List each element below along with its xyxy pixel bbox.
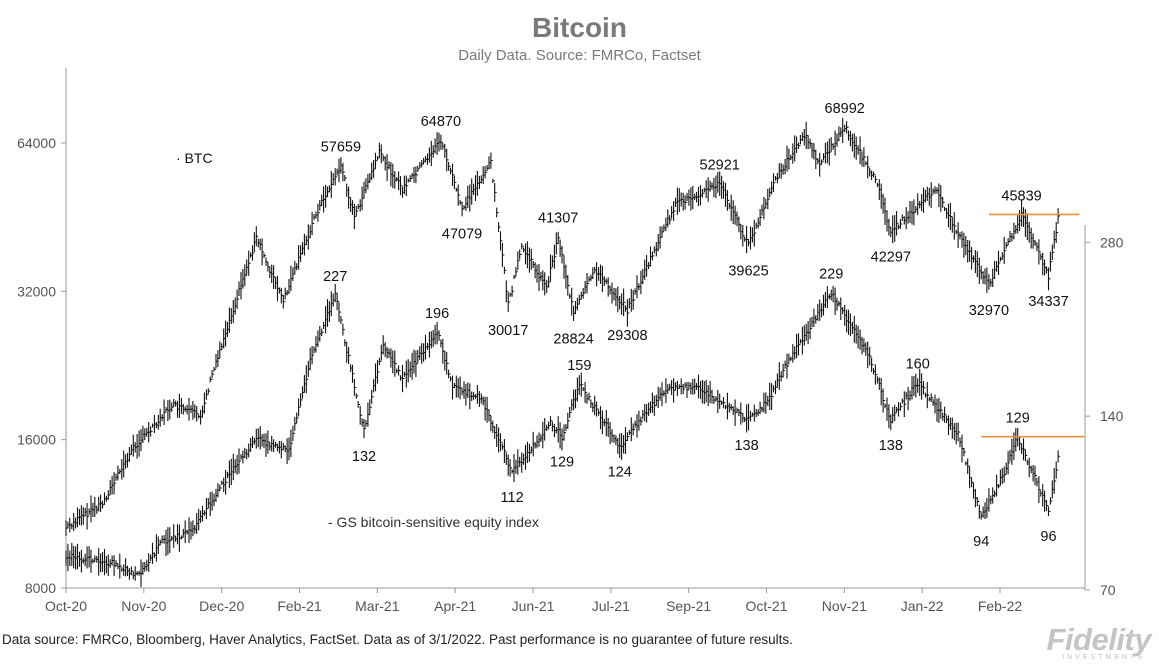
left-axis-tick-label: 16000 bbox=[17, 432, 56, 448]
btc-annotation-label: 52921 bbox=[700, 158, 740, 174]
x-axis-tick-label: Feb-21 bbox=[277, 598, 322, 614]
x-axis-tick-label: Apr-21 bbox=[434, 598, 476, 614]
btc-annotation-label: 28824 bbox=[553, 332, 593, 348]
btc-annotation-label: 41307 bbox=[538, 211, 578, 227]
chart-subtitle: Daily Data. Source: FMRCo, Factset bbox=[458, 47, 701, 64]
x-axis-tick-label: Nov-20 bbox=[121, 598, 166, 614]
btc-annotation-label: 29308 bbox=[607, 328, 647, 344]
btc-annotation-label: 47079 bbox=[442, 227, 482, 243]
btc-annotation-label: 64870 bbox=[421, 114, 461, 130]
left-axis-tick-label: 32000 bbox=[17, 283, 56, 299]
right-axis-tick-label: 70 bbox=[1100, 582, 1116, 598]
btc-annotation-label: 39625 bbox=[728, 264, 768, 280]
x-axis-tick-label: Jan-22 bbox=[901, 598, 944, 614]
fidelity-logo: Fidelity bbox=[1046, 622, 1151, 657]
x-axis-tick-label: Oct-21 bbox=[745, 598, 787, 614]
gs-index-annotation-label: 96 bbox=[1040, 529, 1056, 545]
btc-annotation-label: 34337 bbox=[1028, 294, 1068, 310]
gs-index-annotation-label: 196 bbox=[425, 306, 449, 322]
left-axis-tick-label: 8000 bbox=[25, 580, 56, 596]
right-axis-tick-label: 140 bbox=[1100, 408, 1124, 424]
gs-index-annotation-label: 138 bbox=[734, 438, 758, 454]
btc-legend-label: · BTC bbox=[176, 150, 213, 166]
gs-index-annotation-label: 129 bbox=[550, 455, 574, 471]
gs-index-annotation-label: 227 bbox=[323, 269, 347, 285]
right-axis-tick-label: 280 bbox=[1100, 234, 1124, 250]
bitcoin-chart: 8000 16000 32000 64000 70 140 280 Oct-20 Nov-20 D… bbox=[17, 68, 1124, 614]
btc-annotation-label: 42297 bbox=[871, 250, 911, 266]
btc-annotation-label: 30017 bbox=[488, 323, 528, 339]
gs-index-annotation-label: 229 bbox=[819, 267, 843, 283]
gs-index-annotation-label: 160 bbox=[906, 357, 930, 373]
x-axis-tick-label: Oct-20 bbox=[45, 598, 87, 614]
gs-index-annotation-label: 129 bbox=[1006, 411, 1030, 427]
x-axis-tick-label: Feb-22 bbox=[978, 598, 1023, 614]
btc-annotation-label: 32970 bbox=[969, 303, 1009, 319]
fidelity-logo-subtitle: INVESTMENTS bbox=[1062, 654, 1145, 661]
btc-annotation-label: 45839 bbox=[1001, 188, 1041, 204]
gs-index-annotation-label: 112 bbox=[501, 490, 524, 506]
x-axis-tick-label: Jun-21 bbox=[512, 598, 555, 614]
btc-annotation-label: 68992 bbox=[825, 101, 865, 117]
x-axis-tick-label: Nov-21 bbox=[822, 598, 867, 614]
footer-source-note: Data source: FMRCo, Bloomberg, Haver Ana… bbox=[2, 632, 793, 647]
x-axis-tick-label: Sep-21 bbox=[666, 598, 711, 614]
chart-title: Bitcoin bbox=[532, 12, 627, 43]
gs-index-annotation-label: 138 bbox=[879, 438, 903, 454]
left-axis-tick-label: 64000 bbox=[17, 135, 56, 151]
gs-index-annotation-label: 159 bbox=[567, 358, 591, 374]
btc-annotation-label: 57659 bbox=[321, 139, 361, 155]
gs-index-annotation-label: 124 bbox=[608, 465, 632, 481]
gs-index-annotation-label: 94 bbox=[973, 534, 989, 550]
gs-index-legend-label: - GS bitcoin-sensitive equity index bbox=[328, 514, 539, 530]
gs-index-annotation-label: 132 bbox=[352, 449, 376, 465]
x-axis-tick-label: Mar-21 bbox=[355, 598, 400, 614]
x-axis-tick-label: Jul-21 bbox=[592, 598, 630, 614]
x-axis-tick-label: Dec-20 bbox=[199, 598, 244, 614]
